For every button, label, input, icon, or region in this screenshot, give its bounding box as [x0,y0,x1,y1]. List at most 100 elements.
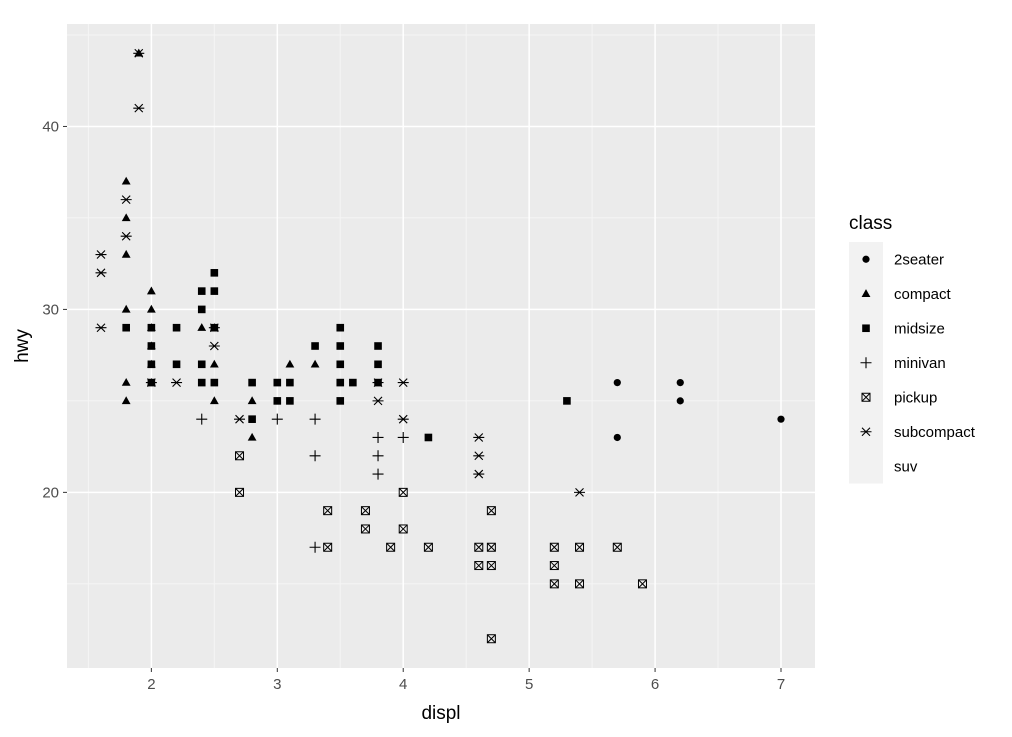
point-pickup [486,506,496,516]
point-midsize [197,378,206,387]
point-midsize [286,397,294,405]
point-subcompact [133,48,145,58]
point-midsize [210,378,219,387]
point-midsize [197,360,206,369]
point-subcompact [473,469,485,479]
point-pickup [474,561,484,571]
point-pickup [323,542,333,552]
point-minivan [372,450,384,462]
point-compact [197,323,207,331]
point-midsize [311,342,319,350]
point-2seater [777,415,785,423]
legend-key-2seater [862,255,870,263]
point-compact [247,396,257,405]
point-midsize [336,323,345,332]
point-subcompact [397,414,409,424]
point-pickup [549,579,559,589]
y-axis-ticks: 20 30 40 [42,118,67,501]
point-midsize [336,342,345,350]
legend-label-suv: suv [894,458,918,475]
point-subcompact [120,231,132,241]
point-midsize [336,360,345,369]
point-midsize [374,342,382,350]
x-tick-label: 3 [273,676,281,693]
point-subcompact [208,341,220,351]
legend-label-compact: compact [894,286,952,303]
point-pickup [360,524,370,534]
point-subcompact [95,323,107,333]
point-pickup [549,561,559,571]
legend-key-midsize [862,324,870,333]
x-axis-ticks: 2 3 4 5 6 7 [147,668,785,693]
x-axis-title: displ [421,703,460,724]
legend-label-minivan: minivan [894,355,946,372]
point-compact [247,432,257,441]
legend-key-pickup [861,392,871,402]
y-tick-label: 30 [42,301,59,318]
legend-label-subcompact: subcompact [894,424,976,441]
y-tick-label: 40 [42,118,59,135]
point-pickup [486,634,496,644]
x-tick-label: 2 [147,676,155,693]
point-midsize [336,378,345,387]
legend-label-2seater: 2seater [894,251,944,268]
point-2seater [613,433,621,442]
point-compact [121,377,131,386]
x-tick-label: 7 [777,676,785,693]
point-pickup [549,542,559,552]
point-minivan [196,413,208,425]
point-pickup [323,506,333,516]
point-subcompact [95,268,107,278]
y-axis-title: hwy [12,329,33,363]
point-subcompact [574,487,586,497]
point-compact [146,286,156,295]
point-pickup [235,451,245,461]
point-minivan [372,468,384,480]
point-subcompact [171,378,183,387]
point-midsize [248,378,256,387]
point-pickup [486,542,496,552]
point-minivan [309,413,321,425]
point-pickup [398,524,408,534]
point-compact [209,359,219,368]
legend-key-subcompact [860,427,872,437]
point-pickup [423,542,433,552]
point-subcompact [208,323,220,333]
plot-panel [67,24,815,668]
point-compact [121,176,131,185]
y-tick-label: 20 [42,484,59,501]
point-midsize [374,360,382,369]
point-minivan [372,431,384,443]
point-pickup [235,487,245,497]
point-pickup [360,506,370,516]
point-midsize [273,397,282,405]
point-subcompact [145,378,157,387]
point-midsize [197,305,206,314]
point-midsize [273,378,282,387]
point-pickup [474,542,484,552]
point-midsize [147,342,156,350]
point-subcompact [234,414,246,424]
point-subcompact [133,103,145,113]
grid-major-lines [67,24,815,668]
legend-title: class [849,213,892,234]
point-midsize [122,323,130,332]
point-2seater [676,378,684,387]
point-compact [209,396,219,405]
point-compact [285,359,295,368]
x-tick-label: 5 [525,676,533,693]
point-subcompact [473,451,485,461]
point-subcompact [397,378,409,387]
point-pickup [386,542,396,552]
point-minivan [309,541,321,553]
x-tick-label: 4 [399,676,407,693]
point-midsize [349,378,357,387]
point-subcompact [473,433,485,442]
point-midsize [286,378,294,387]
point-minivan [309,450,321,462]
point-pickup [612,542,622,552]
legend-key-minivan [860,357,872,369]
x-tick-label: 6 [651,676,659,693]
point-midsize [424,433,433,442]
point-compact [121,213,131,222]
